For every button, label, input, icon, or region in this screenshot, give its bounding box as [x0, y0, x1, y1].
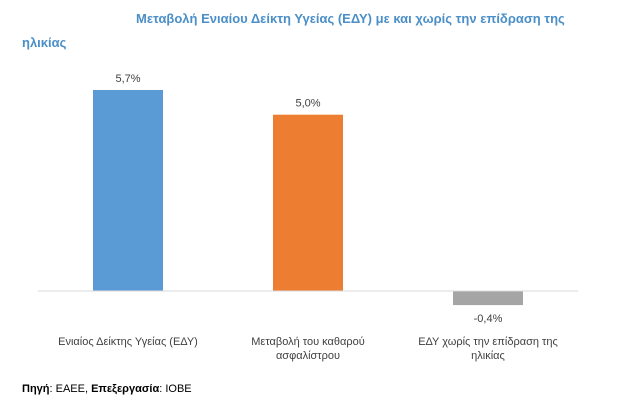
data-label-2: 5,0% — [295, 98, 320, 110]
data-label-1: 5,7% — [115, 73, 140, 85]
bar-2 — [273, 114, 343, 292]
bar-3 — [453, 291, 523, 306]
chart-title-line-1: Μεταβολή Ενιαίου Δείκτη Υγείας (ΕΔΥ) με … — [136, 11, 565, 26]
processing-text: : ΙΟΒΕ — [159, 383, 192, 395]
category-label-3-line-2: ηλικίας — [471, 350, 505, 362]
category-label-3-line-1: ΕΔΥ χωρίς την επίδραση της — [418, 336, 558, 348]
bar-1 — [93, 90, 163, 291]
data-label-3: -0,4% — [474, 313, 503, 325]
processing-label: Επεξεργασία — [91, 383, 160, 395]
source-text: : ΕΑΕΕ, — [49, 383, 92, 395]
category-label-1-line-1: Ενιαίος Δείκτης Υγείας (ΕΔΥ) — [58, 336, 198, 348]
chart-title: Μεταβολή Ενιαίου Δείκτη Υγείας (ΕΔΥ) με … — [0, 0, 621, 60]
category-label-2-line-2: ασφαλίστρου — [276, 350, 340, 362]
source-label: Πηγή — [22, 383, 50, 395]
source-note: Πηγή: ΕΑΕΕ, Επεξεργασία: ΙΟΒΕ — [22, 383, 192, 395]
bar-chart: 5,7% Ενιαίος Δείκτης Υγείας (ΕΔΥ) 5,0% Μετα… — [38, 73, 578, 362]
chart-title-line-2: ηλικίας — [22, 35, 67, 50]
category-label-2-line-1: Μεταβολή του καθαρού — [251, 336, 365, 348]
